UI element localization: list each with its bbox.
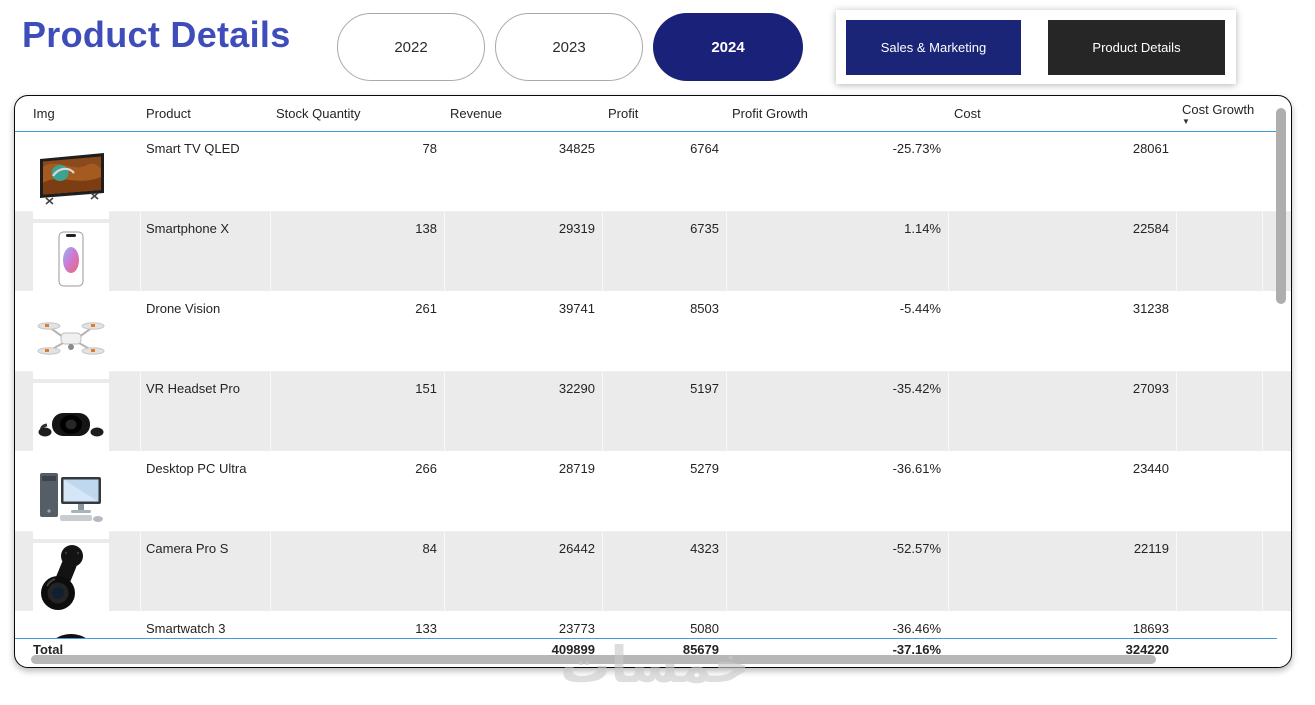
cell-profit: 5279	[690, 461, 719, 476]
cell-cost_growth	[1177, 292, 1263, 371]
table-body: Smart TV QLED 78 34825 6764 -25.73% 28061 Smar…	[15, 132, 1291, 638]
total-label: Total	[33, 641, 64, 657]
cell-product: Desktop PC Ultra	[146, 461, 247, 476]
smartwatch-3-image	[33, 623, 109, 638]
cell-profit: 5197	[603, 372, 727, 451]
column-header-profit-growth[interactable]: Profit Growth	[732, 105, 808, 121]
cell-cost_growth	[1177, 612, 1263, 638]
desktop-pc-ultra-image	[33, 463, 109, 539]
cell-revenue: 23773	[558, 621, 595, 636]
cell-stock_quantity: 78	[422, 141, 437, 156]
column-header-label: Cost Growth	[1182, 101, 1255, 117]
camera-pro-s-image	[33, 543, 109, 619]
drone-vision-image	[33, 303, 109, 379]
total-profit: 85679	[682, 641, 719, 657]
table-row[interactable]: Smartphone X 138 29319 6735 1.14% 22584	[15, 212, 1291, 299]
cell-stock_quantity: 151	[271, 372, 445, 451]
product-image-cell	[28, 452, 141, 539]
sort-descending-icon: ▼	[1182, 116, 1190, 126]
product-image-cell	[28, 532, 141, 619]
column-header-img[interactable]: Img	[33, 105, 55, 121]
total-cost: 324220	[1125, 641, 1169, 657]
cell-profit_growth: -36.46%	[892, 621, 941, 636]
page-nav-container: Sales & Marketing Product Details	[836, 10, 1236, 84]
year-pill-2023[interactable]: 2023	[495, 13, 643, 81]
cell-cost: 23440	[1132, 461, 1169, 476]
cell-profit: 6764	[690, 141, 719, 156]
vertical-scrollbar[interactable]	[1276, 108, 1286, 304]
cell-product: Smartwatch 3	[146, 621, 226, 636]
nav-button-sales-marketing[interactable]: Sales & Marketing	[846, 20, 1021, 75]
cell-profit_growth: -36.61%	[892, 461, 941, 476]
total-revenue: 409899	[551, 641, 595, 657]
year-pill-2024-selected[interactable]: 2024	[653, 13, 803, 81]
table-row[interactable]: VR Headset Pro 151 32290 5197 -35.42% 27093	[15, 372, 1291, 459]
horizontal-scrollbar[interactable]	[31, 655, 1156, 664]
table-row[interactable]: Smartwatch 3 133 23773 5080 -36.46% 18693	[15, 612, 1291, 638]
cell-profit_growth: -5.44%	[899, 301, 941, 316]
cell-cost_growth	[1177, 452, 1263, 531]
cell-cost: 31238	[1132, 301, 1169, 316]
table-row[interactable]: Smart TV QLED 78 34825 6764 -25.73% 28061	[15, 132, 1291, 219]
cell-revenue: 39741	[558, 301, 595, 316]
cell-profit_growth: -35.42%	[727, 372, 949, 451]
cell-profit: 4323	[603, 532, 727, 611]
cell-cost: 22119	[949, 532, 1177, 611]
table-header: Img Product Stock Quantity Revenue Profi…	[15, 96, 1277, 132]
cell-cost_growth	[1177, 212, 1263, 291]
cell-stock_quantity: 133	[415, 621, 437, 636]
column-header-stock-quantity[interactable]: Stock Quantity	[276, 105, 361, 121]
cell-profit_growth: -25.73%	[892, 141, 941, 156]
product-table: Img Product Stock Quantity Revenue Profi…	[14, 95, 1292, 668]
cell-stock_quantity: 261	[415, 301, 437, 316]
nav-button-product-details[interactable]: Product Details	[1048, 20, 1225, 75]
cell-cost: 18693	[1132, 621, 1169, 636]
cell-product: Camera Pro S	[141, 532, 271, 611]
vr-headset-pro-image	[33, 383, 109, 459]
product-image-cell	[28, 212, 141, 299]
column-header-revenue[interactable]: Revenue	[450, 105, 503, 121]
cell-stock_quantity: 266	[415, 461, 437, 476]
cell-profit_growth: -52.57%	[727, 532, 949, 611]
cell-product: Smart TV QLED	[146, 141, 240, 156]
smartphone-x-image	[33, 223, 109, 299]
cell-profit: 6735	[603, 212, 727, 291]
cell-cost: 27093	[949, 372, 1177, 451]
cell-product: Smartphone X	[141, 212, 271, 291]
column-header-cost-growth[interactable]: Cost Growth ▼	[1177, 101, 1263, 126]
cell-profit_growth: 1.14%	[727, 212, 949, 291]
cell-product: Drone Vision	[146, 301, 221, 316]
product-image-cell	[28, 372, 141, 459]
product-image-cell	[28, 292, 141, 379]
table-row[interactable]: Drone Vision 261 39741 8503 -5.44% 31238	[15, 292, 1291, 379]
cell-cost: 28061	[1132, 141, 1169, 156]
page-title: Product Details	[22, 14, 291, 55]
cell-profit: 5080	[690, 621, 719, 636]
table-row[interactable]: Camera Pro S 84 26442 4323 -52.57% 22119	[15, 532, 1291, 619]
cell-product: VR Headset Pro	[141, 372, 271, 451]
column-header-profit[interactable]: Profit	[608, 105, 639, 121]
cell-revenue: 26442	[445, 532, 603, 611]
cell-revenue: 29319	[445, 212, 603, 291]
table-row[interactable]: Desktop PC Ultra 266 28719 5279 -36.61% 23440	[15, 452, 1291, 539]
cell-stock_quantity: 84	[271, 532, 445, 611]
smart-tv-qled-image	[33, 143, 109, 219]
cell-cost_growth	[1177, 372, 1263, 451]
table-total-row: Total 409899 85679 -37.16% 324220	[15, 638, 1277, 659]
cell-stock_quantity: 138	[271, 212, 445, 291]
cell-revenue: 28719	[558, 461, 595, 476]
product-image-cell	[28, 612, 141, 638]
column-header-product[interactable]: Product	[146, 105, 191, 121]
year-pill-2022[interactable]: 2022	[337, 13, 485, 81]
cell-cost: 22584	[949, 212, 1177, 291]
cell-revenue: 32290	[445, 372, 603, 451]
cell-revenue: 34825	[558, 141, 595, 156]
cell-profit: 8503	[690, 301, 719, 316]
cell-cost_growth	[1177, 132, 1263, 211]
total-profit-growth: -37.16%	[892, 641, 941, 657]
cell-cost_growth	[1177, 532, 1263, 611]
product-image-cell	[28, 132, 141, 219]
column-header-cost[interactable]: Cost	[954, 105, 981, 121]
